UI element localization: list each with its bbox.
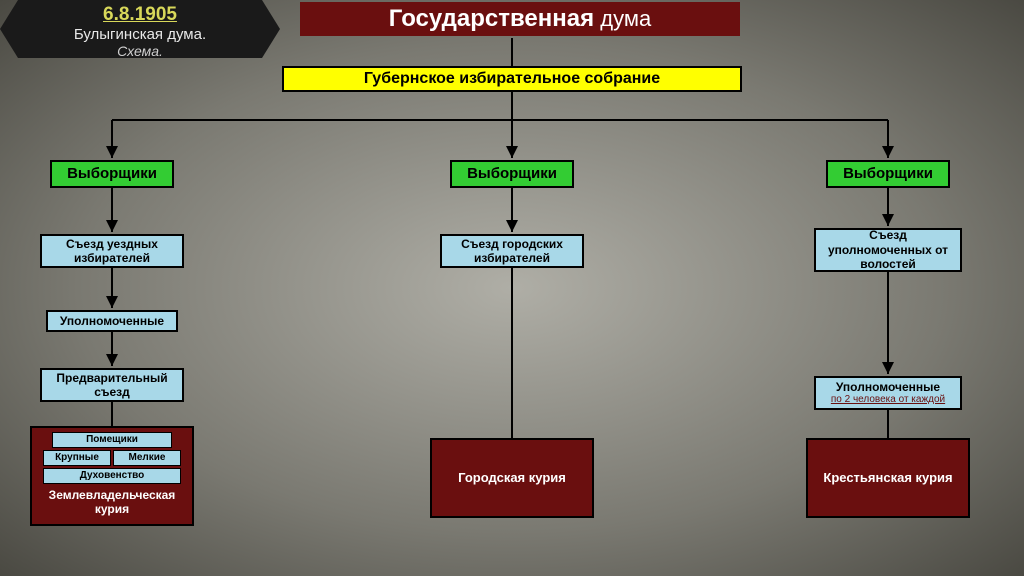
node-col1-curia-label: Землевладельческая курия xyxy=(32,488,192,517)
node-col3-curia: Крестьянская курия xyxy=(806,438,970,518)
node-col3-plenipot-label: Уполномоченные xyxy=(836,380,940,394)
node-electors-3: Выборщики xyxy=(826,160,950,188)
header-banner: 6.8.1905 Булыгинская дума. Схема. xyxy=(18,0,262,58)
node-col2-congress: Съезд городских избирателей xyxy=(440,234,584,268)
header-subtitle2: Схема. xyxy=(36,43,244,59)
title-light: дума xyxy=(594,6,651,31)
node-col3-plenipot: Уполномоченные по 2 человека от каждой xyxy=(814,376,962,410)
node-electors-1: Выборщики xyxy=(50,160,174,188)
node-electors-2: Выборщики xyxy=(450,160,574,188)
title-bold: Государственная xyxy=(389,5,594,32)
node-col1-plenipot: Уполномоченные xyxy=(46,310,178,332)
page-title: Государственная дума xyxy=(300,2,740,36)
node-landlords: Помещики xyxy=(52,432,172,448)
header-subtitle: Булыгинская дума. xyxy=(36,26,244,43)
node-col3-note: по 2 человека от каждой xyxy=(831,394,945,406)
node-small: Мелкие xyxy=(113,450,181,466)
node-col1-prelim: Предварительный съезд xyxy=(40,368,184,402)
node-assembly: Губернское избирательное собрание xyxy=(282,66,742,92)
header-date: 6.8.1905 xyxy=(36,4,244,26)
node-col2-curia: Городская курия xyxy=(430,438,594,518)
node-col3-congress: Съезд уполномоченных от волостей xyxy=(814,228,962,272)
node-col1-congress: Съезд уездных избирателей xyxy=(40,234,184,268)
node-large: Крупные xyxy=(43,450,111,466)
node-clergy: Духовенство xyxy=(43,468,181,484)
node-col1-curia: Помещики Крупные Мелкие Духовенство Земл… xyxy=(30,426,194,526)
